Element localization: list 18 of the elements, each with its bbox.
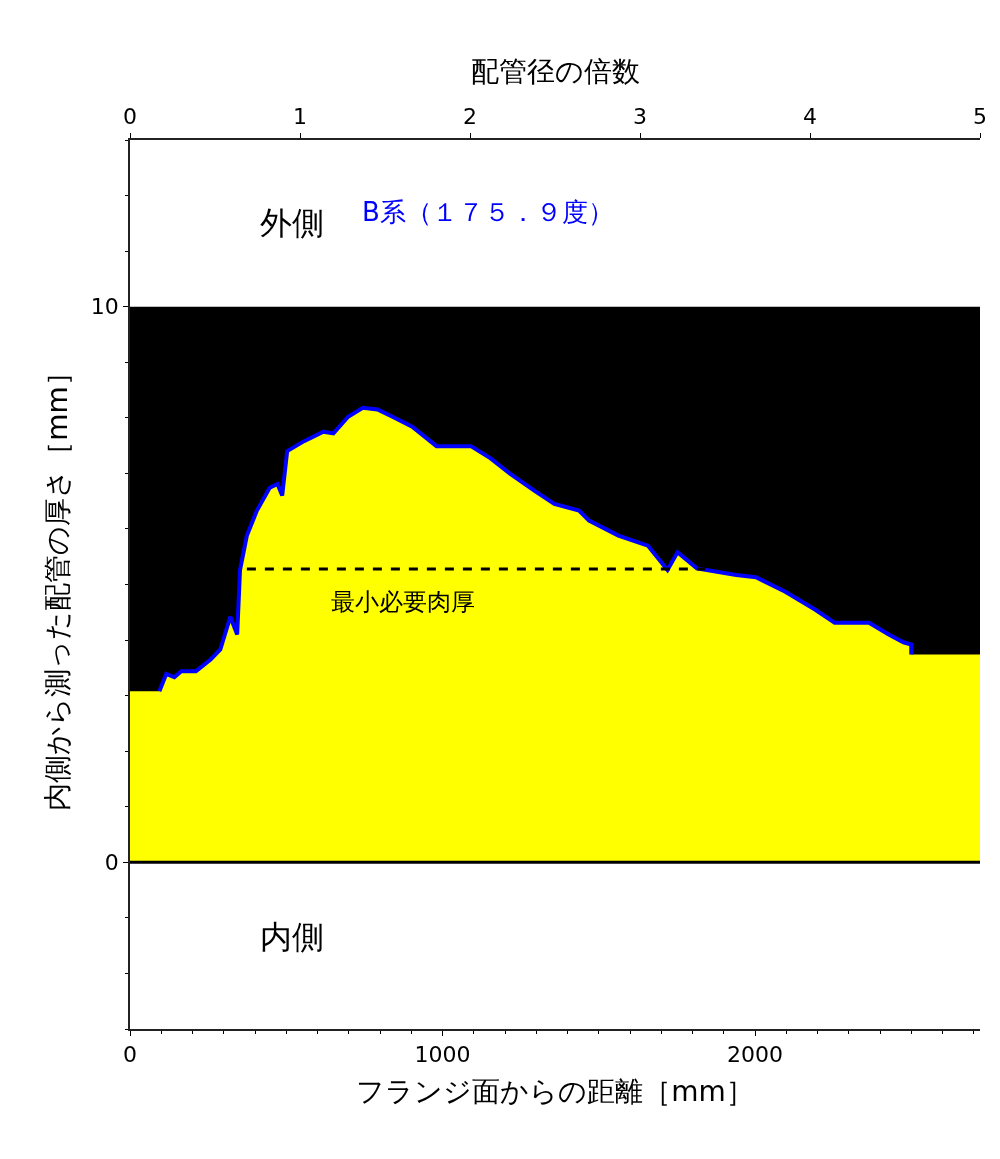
x2-tick-label: 4 <box>803 104 817 130</box>
text: B系（１７５．９度） <box>362 197 614 227</box>
x2-tick-label: 5 <box>973 104 987 130</box>
x-tick-label: 1000 <box>414 1042 471 1068</box>
x-tick-label: 2000 <box>727 1042 783 1068</box>
x2-tick-label: 1 <box>293 104 307 130</box>
x-axis-title: フランジ面からの距離［mm］ <box>356 1074 754 1108</box>
x2-tick-label: 2 <box>463 104 477 130</box>
annotation: 外側 <box>260 204 324 242</box>
x2-tick-label: 0 <box>123 104 137 130</box>
y-axis-title: 内側から測った配管の厚さ［mm］ <box>41 358 75 811</box>
x2-axis-title: 配管径の倍数 <box>470 54 640 88</box>
annotation: 内側 <box>260 918 324 956</box>
series-label: 最小必要肉厚 <box>331 588 475 616</box>
line-series <box>157 405 914 694</box>
y-tick-label: 10 <box>90 294 119 320</box>
x-tick-label: 0 <box>123 1042 137 1068</box>
x2-tick-label: 3 <box>633 104 647 130</box>
